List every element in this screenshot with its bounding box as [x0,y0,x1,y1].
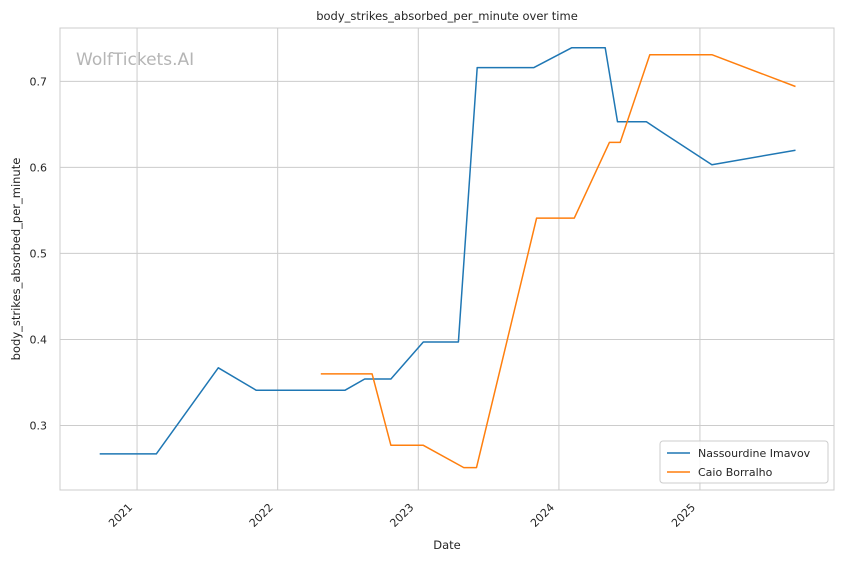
plot-area [59,27,835,491]
watermark: WolfTickets.AI [76,50,194,70]
x-axis-ticks: 2021 2022 2023 2024 2025 [106,501,698,530]
x-tick-label: 2023 [387,501,416,530]
series-lines [99,47,796,469]
y-axis-label: body_strikes_absorbed_per_minute [9,158,23,361]
y-tick-label: 0.6 [30,161,48,174]
x-tick-label: 2021 [106,501,135,530]
legend: Nassourdine Imavov Caio Borralho [659,440,829,484]
series-line-caio-borralho [320,53,796,469]
y-tick-label: 0.3 [30,419,48,432]
y-tick-label: 0.5 [30,247,48,260]
x-tick-label: 2025 [669,501,698,530]
x-tick-label: 2024 [528,501,557,530]
series-line-nassourdine-imavov [99,47,796,455]
legend-label-nassourdine-imavov: Nassourdine Imavov [698,447,811,460]
chart-title: body_strikes_absorbed_per_minute over ti… [316,9,578,23]
legend-label-caio-borralho: Caio Borralho [698,466,773,479]
y-tick-label: 0.7 [30,75,48,88]
legend-box [659,440,829,484]
x-axis-label: Date [433,538,461,552]
y-tick-label: 0.4 [30,333,48,346]
x-tick-label: 2022 [247,501,276,530]
y-axis-ticks: 0.3 0.4 0.5 0.6 0.7 [30,75,48,432]
grid-lines [60,28,834,490]
